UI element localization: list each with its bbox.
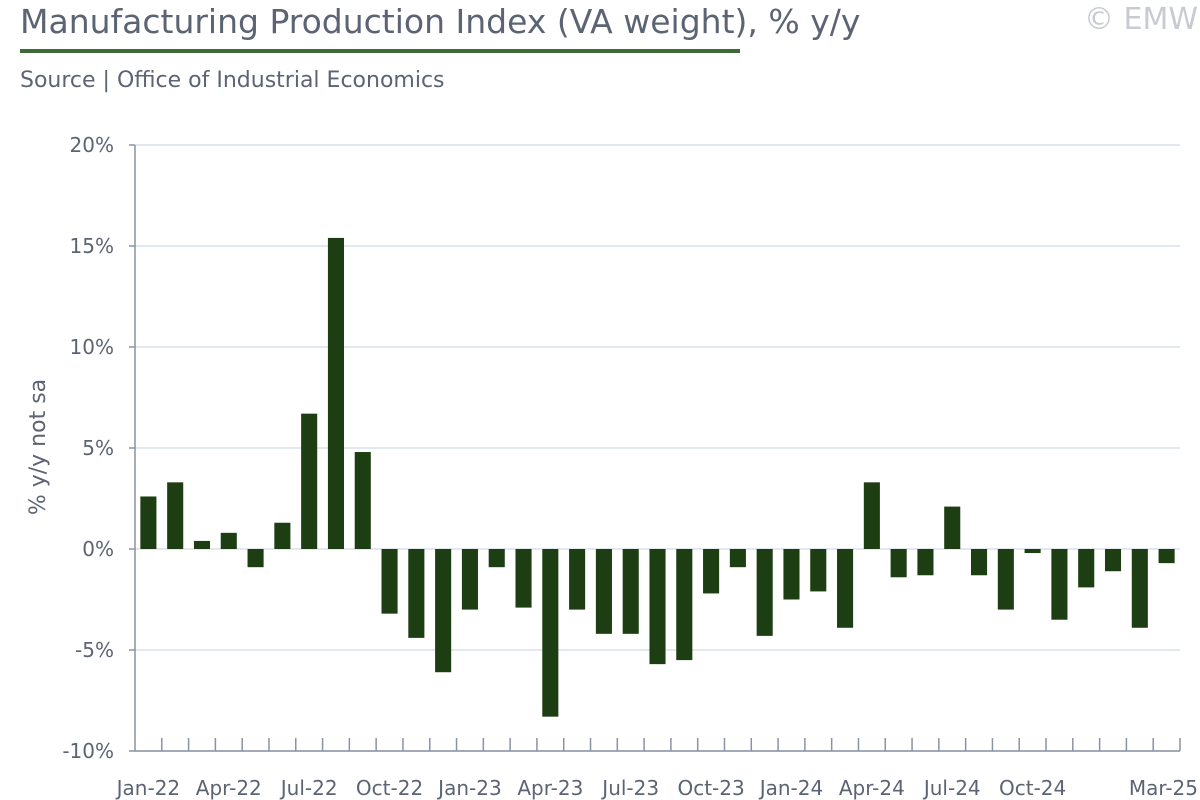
- bar: [890, 549, 907, 578]
- bar: [676, 549, 693, 661]
- tick-labels: -10% -5% 0% 5% 10% 15% 20% Jan-22 Apr-22 Jul-22 Oc…: [62, 133, 1198, 800]
- axes: [129, 144, 1181, 752]
- bar: [1131, 549, 1148, 628]
- bar: [863, 482, 880, 549]
- y-tick-label: 20%: [70, 133, 114, 157]
- bar: [997, 549, 1014, 610]
- bar: [622, 549, 639, 634]
- bar: [729, 549, 746, 568]
- bar: [756, 549, 773, 636]
- bar: [461, 549, 478, 610]
- bar: [542, 549, 559, 717]
- x-tick-label: Jul-24: [922, 776, 981, 800]
- bar: [649, 549, 666, 665]
- y-tick-label: 0%: [82, 537, 114, 561]
- bar: [381, 549, 398, 614]
- x-tick-label: Apr-23: [517, 776, 583, 800]
- bars: [140, 237, 1175, 717]
- y-tick-label: -10%: [62, 739, 114, 763]
- bar: [944, 506, 961, 549]
- x-tick-label: Apr-22: [196, 776, 262, 800]
- bar: [1078, 549, 1095, 588]
- x-tick-label: Jul-23: [600, 776, 659, 800]
- bar: [167, 482, 184, 549]
- y-axis-title: % y/y not sa: [26, 379, 51, 515]
- y-tick-label: 5%: [82, 436, 114, 460]
- x-tick-label: Jan-24: [758, 776, 824, 800]
- y-tick-label: -5%: [75, 638, 114, 662]
- copyright-watermark: © EMW: [1083, 2, 1198, 37]
- y-tick-label: 15%: [70, 234, 114, 258]
- x-tick-label: Mar-25: [1129, 776, 1198, 800]
- bar: [354, 452, 371, 549]
- title-underline: [20, 49, 740, 53]
- bar: [595, 549, 612, 634]
- chart-title: Manufacturing Production Index (VA weigh…: [20, 2, 861, 41]
- bar: [1024, 549, 1041, 554]
- x-tick-label: Oct-22: [356, 776, 423, 800]
- y-tick-label: 10%: [70, 335, 114, 359]
- bar: [703, 549, 720, 594]
- bar: [220, 532, 237, 549]
- bar: [783, 549, 800, 600]
- bar: [810, 549, 827, 592]
- bar: [515, 549, 532, 608]
- bar: [408, 549, 425, 638]
- bar: [1158, 549, 1175, 564]
- bar: [971, 549, 988, 576]
- bar: [917, 549, 934, 576]
- x-tick-label: Jan-23: [436, 776, 502, 800]
- bar: [193, 540, 211, 549]
- bar: [1104, 549, 1122, 572]
- x-tick-label: Jan-22: [115, 776, 181, 800]
- bar: [274, 522, 291, 549]
- bar: [569, 549, 586, 610]
- bar: [837, 549, 854, 628]
- x-tick-label: Jul-22: [279, 776, 338, 800]
- x-tick-label: Oct-24: [999, 776, 1066, 800]
- bar: [1051, 549, 1068, 620]
- x-tick-label: Apr-24: [839, 776, 905, 800]
- x-tick-label: Oct-23: [677, 776, 744, 800]
- bar: [327, 237, 344, 550]
- bar: [247, 549, 264, 568]
- source-note: Source | Office of Industrial Economics: [20, 68, 445, 93]
- bar: [435, 549, 452, 673]
- bar: [301, 413, 318, 549]
- bar: [140, 496, 157, 549]
- bar: [488, 549, 505, 568]
